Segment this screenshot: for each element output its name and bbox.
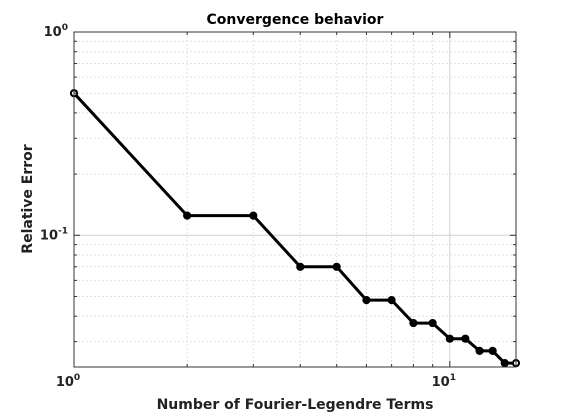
data-point — [445, 334, 454, 343]
y-tick-label: 10-1 — [40, 226, 68, 243]
data-point — [500, 359, 509, 368]
chart-title: Convergence behavior — [207, 12, 384, 28]
x-axis-label: Number of Fourier-Legendre Terms — [157, 397, 434, 413]
axes-box — [73, 31, 517, 368]
data-series — [69, 89, 521, 368]
data-point — [296, 262, 305, 271]
y-axis-label: Relative Error — [20, 144, 36, 253]
y-tick-label: 100 — [44, 23, 68, 40]
data-point — [475, 346, 484, 356]
data-point — [183, 211, 192, 220]
x-tick-label: 100 — [56, 373, 80, 390]
data-point — [409, 318, 418, 328]
plot-area — [74, 32, 516, 367]
x-tick-label: 101 — [432, 373, 456, 390]
data-point — [428, 318, 437, 328]
data-point — [461, 334, 470, 343]
data-point — [488, 346, 497, 356]
data-point — [332, 262, 341, 271]
data-point — [362, 296, 371, 305]
data-point — [387, 296, 396, 305]
tick-marks: 100 101 100 10-1 — [40, 23, 516, 390]
data-point — [249, 211, 258, 220]
